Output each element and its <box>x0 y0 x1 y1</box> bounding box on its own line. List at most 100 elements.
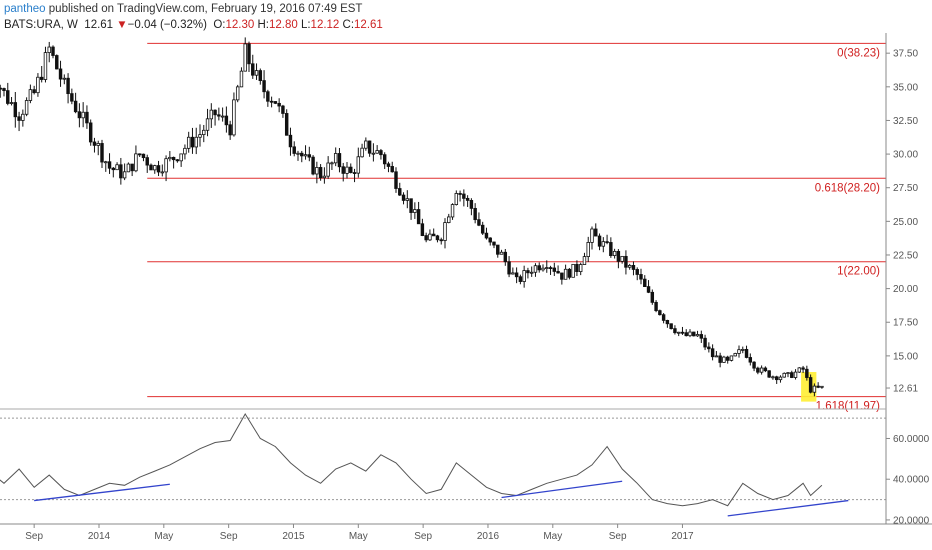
candle-body <box>349 166 353 173</box>
candle-body <box>401 194 406 201</box>
candle-body <box>710 348 715 358</box>
candle-body <box>307 154 312 158</box>
candle-body <box>707 346 711 350</box>
candle-body <box>695 334 700 337</box>
candle-body <box>774 376 779 381</box>
candle-body <box>386 163 391 167</box>
candle-body <box>96 143 100 146</box>
candle-body <box>398 188 402 196</box>
open-value: 12.30 <box>225 19 255 31</box>
candle-body <box>262 80 266 93</box>
candle-body <box>228 124 232 136</box>
candle-body <box>134 153 138 172</box>
candle-body <box>771 376 775 379</box>
candle-body <box>333 153 338 164</box>
candle-body <box>337 153 342 168</box>
candle-body <box>488 237 492 243</box>
candle-body <box>661 314 666 321</box>
candle-body <box>646 286 651 293</box>
candle-body <box>232 99 236 136</box>
candle-body <box>217 114 221 117</box>
candle-body <box>179 153 183 162</box>
candle-body <box>469 200 474 209</box>
candle-body <box>269 100 274 103</box>
candle-body <box>164 158 168 173</box>
fib-level-label: 0.618(28.20) <box>815 182 880 194</box>
candle-body <box>782 372 786 378</box>
candle-body <box>560 272 564 280</box>
ohlc-legend: BATS:URA, W 12.61 ▼−0.04 (−0.32%) O:12.3… <box>4 19 383 31</box>
candle-body <box>81 111 85 119</box>
candle-body <box>552 267 557 272</box>
fib-level-label: 1.618(11.97) <box>816 401 881 413</box>
candle-body <box>213 109 217 116</box>
candle-body <box>190 136 195 148</box>
time-tick-label: 2016 <box>477 531 500 542</box>
price-tick-label: 15.00 <box>893 351 918 362</box>
price-tick-label: 27.50 <box>893 183 918 194</box>
candle-body <box>722 356 726 363</box>
candle-body <box>390 166 394 173</box>
candle-body <box>32 89 36 94</box>
candle-body <box>73 100 78 113</box>
time-tick-label: Sep <box>414 531 432 542</box>
candle-body <box>533 265 538 273</box>
candle-body <box>416 209 421 225</box>
candle-body <box>47 46 51 53</box>
high-label: H: <box>257 19 269 31</box>
candle-body <box>526 270 530 274</box>
candle-body <box>9 102 14 104</box>
publish-info: pantheo published on TradingView.com, Fe… <box>4 3 362 15</box>
candle-body <box>66 77 70 95</box>
candle-body <box>499 251 504 255</box>
candle-body <box>725 356 730 361</box>
candle-body <box>511 272 515 275</box>
candle-body <box>39 76 44 80</box>
candle-body <box>145 157 149 166</box>
candle-body <box>575 263 579 272</box>
candle-body <box>518 276 523 282</box>
price-tick-label: 22.50 <box>893 250 918 261</box>
candle-body <box>428 233 432 241</box>
candle-body <box>654 301 658 312</box>
time-tick-label: Sep <box>609 531 627 542</box>
candle-body <box>443 222 447 241</box>
candle-body <box>605 241 609 244</box>
candle-body <box>627 265 632 268</box>
candle-body <box>258 70 263 81</box>
candle-body <box>431 233 436 237</box>
candle-body <box>345 166 349 174</box>
candle-body <box>473 207 477 221</box>
time-tick-label: May <box>349 531 368 542</box>
indicator-trend-line <box>34 483 170 502</box>
candle-body <box>141 153 146 159</box>
candle-body <box>375 150 379 154</box>
candle-body <box>744 348 749 358</box>
candle-body <box>315 167 319 175</box>
candle-body <box>137 153 142 156</box>
change-down-icon: ▼ <box>116 19 128 31</box>
candle-body <box>318 167 323 179</box>
candle-body <box>153 165 157 171</box>
candle-body <box>43 52 48 80</box>
candle-body <box>292 146 296 154</box>
candle-body <box>692 331 696 337</box>
candle-body <box>371 152 376 155</box>
candle-body <box>631 265 636 270</box>
username-link[interactable]: pantheo <box>4 3 46 15</box>
candle-body <box>496 244 500 255</box>
candle-body <box>326 162 330 177</box>
candle-body <box>405 198 410 201</box>
candle-body <box>70 93 74 102</box>
candle-body <box>88 122 93 143</box>
candle-body <box>797 367 802 373</box>
candle-body <box>612 250 617 256</box>
fib-level-label: 1(22.00) <box>837 266 880 278</box>
candle-body <box>266 91 270 102</box>
symbol-label[interactable]: BATS:URA, W <box>4 19 78 31</box>
candle-body <box>107 161 112 169</box>
candle-body <box>597 235 602 247</box>
candle-body <box>643 278 647 288</box>
candle-body <box>767 370 771 378</box>
